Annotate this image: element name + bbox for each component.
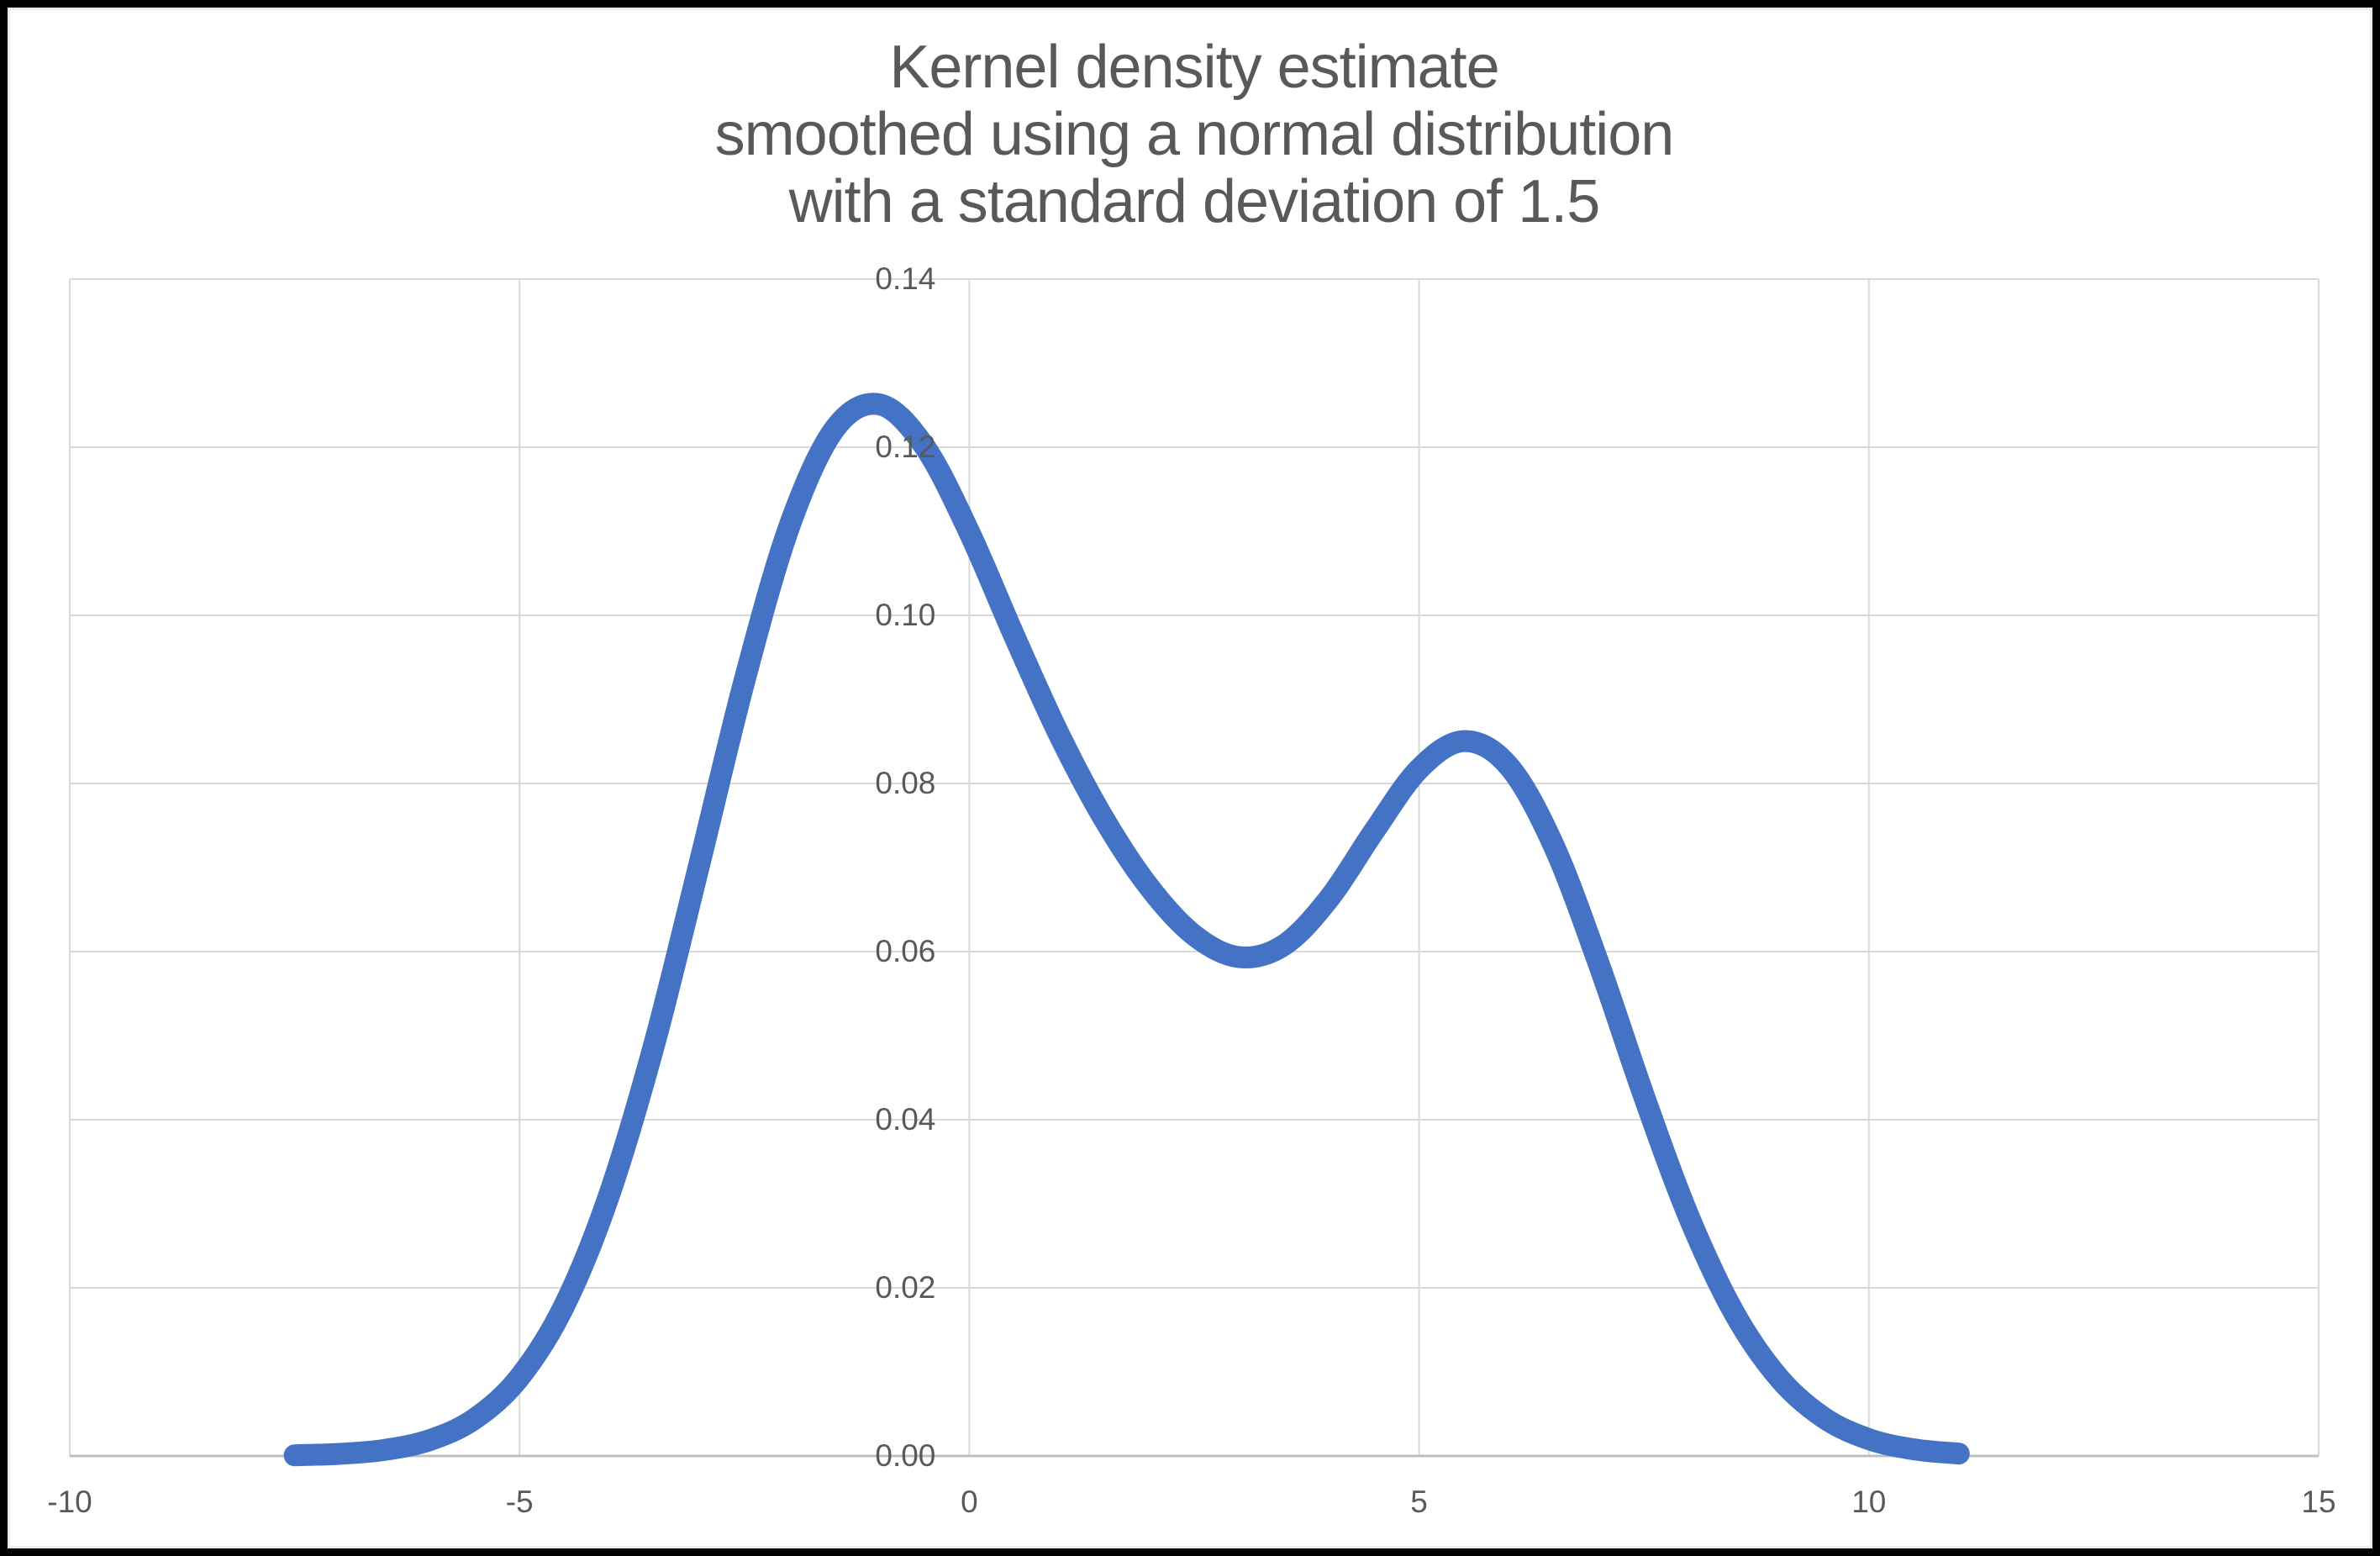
chart-title: Kernel density estimate smoothed using a… <box>70 34 2319 235</box>
x-tick-label: 5 <box>1410 1485 1428 1519</box>
y-tick-label: 0.10 <box>875 598 936 632</box>
x-tick-label: -10 <box>47 1485 92 1519</box>
y-tick-label: 0.12 <box>875 430 936 464</box>
x-tick-label: -5 <box>505 1485 534 1519</box>
x-tick-label: 15 <box>2301 1485 2336 1519</box>
x-tick-label: 10 <box>1851 1485 1887 1519</box>
y-tick-label: 0.14 <box>875 261 936 296</box>
y-tick-label: 0.04 <box>875 1102 936 1137</box>
chart-title-line-1: Kernel density estimate <box>889 34 1499 101</box>
y-tick-label: 0.06 <box>875 934 936 968</box>
chart-title-line-3: with a standard deviation of 1.5 <box>788 168 1601 235</box>
y-tick-label: 0.00 <box>875 1438 936 1473</box>
kde-curve <box>283 393 1970 1467</box>
gridlines <box>69 278 2319 1457</box>
y-tick-label: 0.08 <box>875 766 936 800</box>
x-tick-label: 0 <box>961 1485 978 1519</box>
y-tick-label: 0.02 <box>875 1270 936 1305</box>
chart-title-line-2: smoothed using a normal distribution <box>714 101 1675 168</box>
